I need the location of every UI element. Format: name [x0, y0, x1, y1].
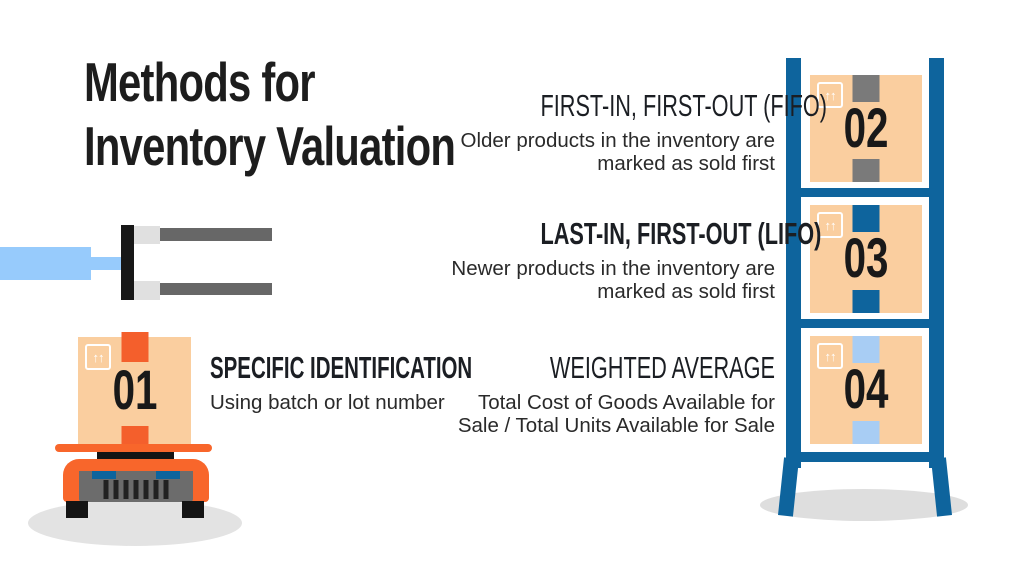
crate-03: ↑↑ 03 — [810, 205, 922, 313]
tape-top — [852, 75, 880, 102]
robot-accent-right — [156, 471, 180, 479]
method-block-fifo: FIRST-IN, FIRST-OUT (FIFO) Older product… — [440, 88, 828, 175]
shelf-post-left — [786, 58, 801, 468]
forklift-neck — [88, 257, 122, 270]
method-block-lifo: LAST-IN, FIRST-OUT (LIFO) Newer products… — [440, 216, 822, 303]
forklift-body — [0, 247, 91, 280]
method-heading-specific-identification: SPECIFIC IDENTIFICATION — [210, 350, 473, 385]
tape-top — [852, 205, 880, 232]
crate-number: 04 — [843, 357, 889, 421]
page-title-line2: Inventory Valuation — [84, 115, 456, 177]
crate-number: 01 — [112, 357, 157, 421]
method-block-specific-identification: SPECIFIC IDENTIFICATION Using batch or l… — [210, 350, 500, 414]
method-description-weighted-average: Total Cost of Goods Available for Sale /… — [457, 391, 775, 437]
robot-accent-left — [92, 471, 116, 479]
page-title-line1: Methods for — [84, 51, 316, 113]
crate-number: 03 — [843, 226, 889, 290]
robot-shadow — [28, 500, 242, 546]
shelf-bar-3 — [786, 452, 944, 462]
forklift-fork-top — [160, 228, 272, 241]
robot-wheel-right — [182, 501, 204, 518]
method-heading-weighted-average: WEIGHTED AVERAGE — [549, 350, 775, 385]
method-description-fifo: Older products in the inventory are mark… — [460, 129, 776, 175]
shelf-bar-1 — [786, 188, 944, 197]
tape-bottom — [852, 159, 880, 182]
robot-wheel-left — [66, 501, 88, 518]
page-title: Methods for Inventory Valuation — [84, 50, 456, 178]
method-heading-fifo: FIRST-IN, FIRST-OUT (FIFO) — [540, 88, 828, 123]
forklift-carriage-bottom — [134, 281, 160, 300]
tape-bottom — [852, 421, 880, 444]
this-side-up-icon: ↑↑ — [817, 82, 843, 108]
shelf-bar-2 — [786, 319, 944, 328]
robot-platform — [55, 444, 212, 452]
crate-number: 02 — [843, 95, 889, 159]
forklift-mast — [121, 225, 134, 300]
this-side-up-icon: ↑↑ — [85, 344, 111, 370]
tape-top — [852, 336, 880, 363]
tape-bottom — [852, 290, 880, 313]
method-block-weighted-average: WEIGHTED AVERAGE Total Cost of Goods Ava… — [440, 350, 775, 437]
method-heading-lifo: LAST-IN, FIRST-OUT (LIFO) — [540, 216, 822, 251]
robot-front-panel — [79, 471, 193, 502]
this-side-up-icon: ↑↑ — [817, 212, 843, 238]
robot-strip — [97, 452, 174, 460]
forklift-carriage-top — [134, 226, 160, 244]
forklift-fork-bottom — [160, 283, 272, 295]
tape-top — [121, 332, 148, 362]
this-side-up-icon: ↑↑ — [817, 343, 843, 369]
method-description-lifo: Newer products in the inventory are mark… — [451, 257, 775, 303]
crate-01: ↑↑ 01 — [78, 332, 191, 456]
shelf-post-right — [929, 58, 944, 468]
method-description-specific-identification: Using batch or lot number — [210, 391, 445, 414]
crate-02: ↑↑ 02 — [810, 75, 922, 182]
crate-04: ↑↑ 04 — [810, 336, 922, 444]
robot-vents — [103, 480, 169, 499]
